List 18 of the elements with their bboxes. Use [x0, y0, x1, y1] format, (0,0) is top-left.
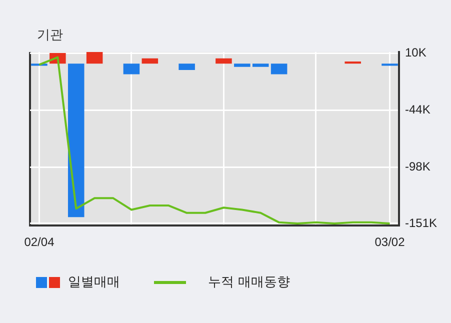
- bar: [123, 64, 140, 74]
- legend-label: 일별매매: [68, 274, 120, 291]
- bar: [68, 64, 84, 218]
- bar: [270, 64, 288, 74]
- y-tick-label: -44K: [404, 102, 430, 117]
- y-tick-label: 10K: [404, 45, 426, 60]
- bar: [178, 64, 195, 70]
- legend-label: 누적 매매동향: [208, 274, 290, 291]
- bar: [252, 64, 269, 67]
- x-tick-label: 02/04: [24, 235, 55, 250]
- bar: [216, 58, 232, 64]
- bar: [234, 64, 250, 67]
- y-tick-label: -98K: [404, 160, 430, 174]
- bar: [86, 52, 103, 64]
- bar: [142, 58, 158, 64]
- y-tick-label: -151K: [404, 216, 438, 230]
- x-tick-label: 03/02: [374, 235, 406, 250]
- chart-title: 기관: [37, 27, 63, 44]
